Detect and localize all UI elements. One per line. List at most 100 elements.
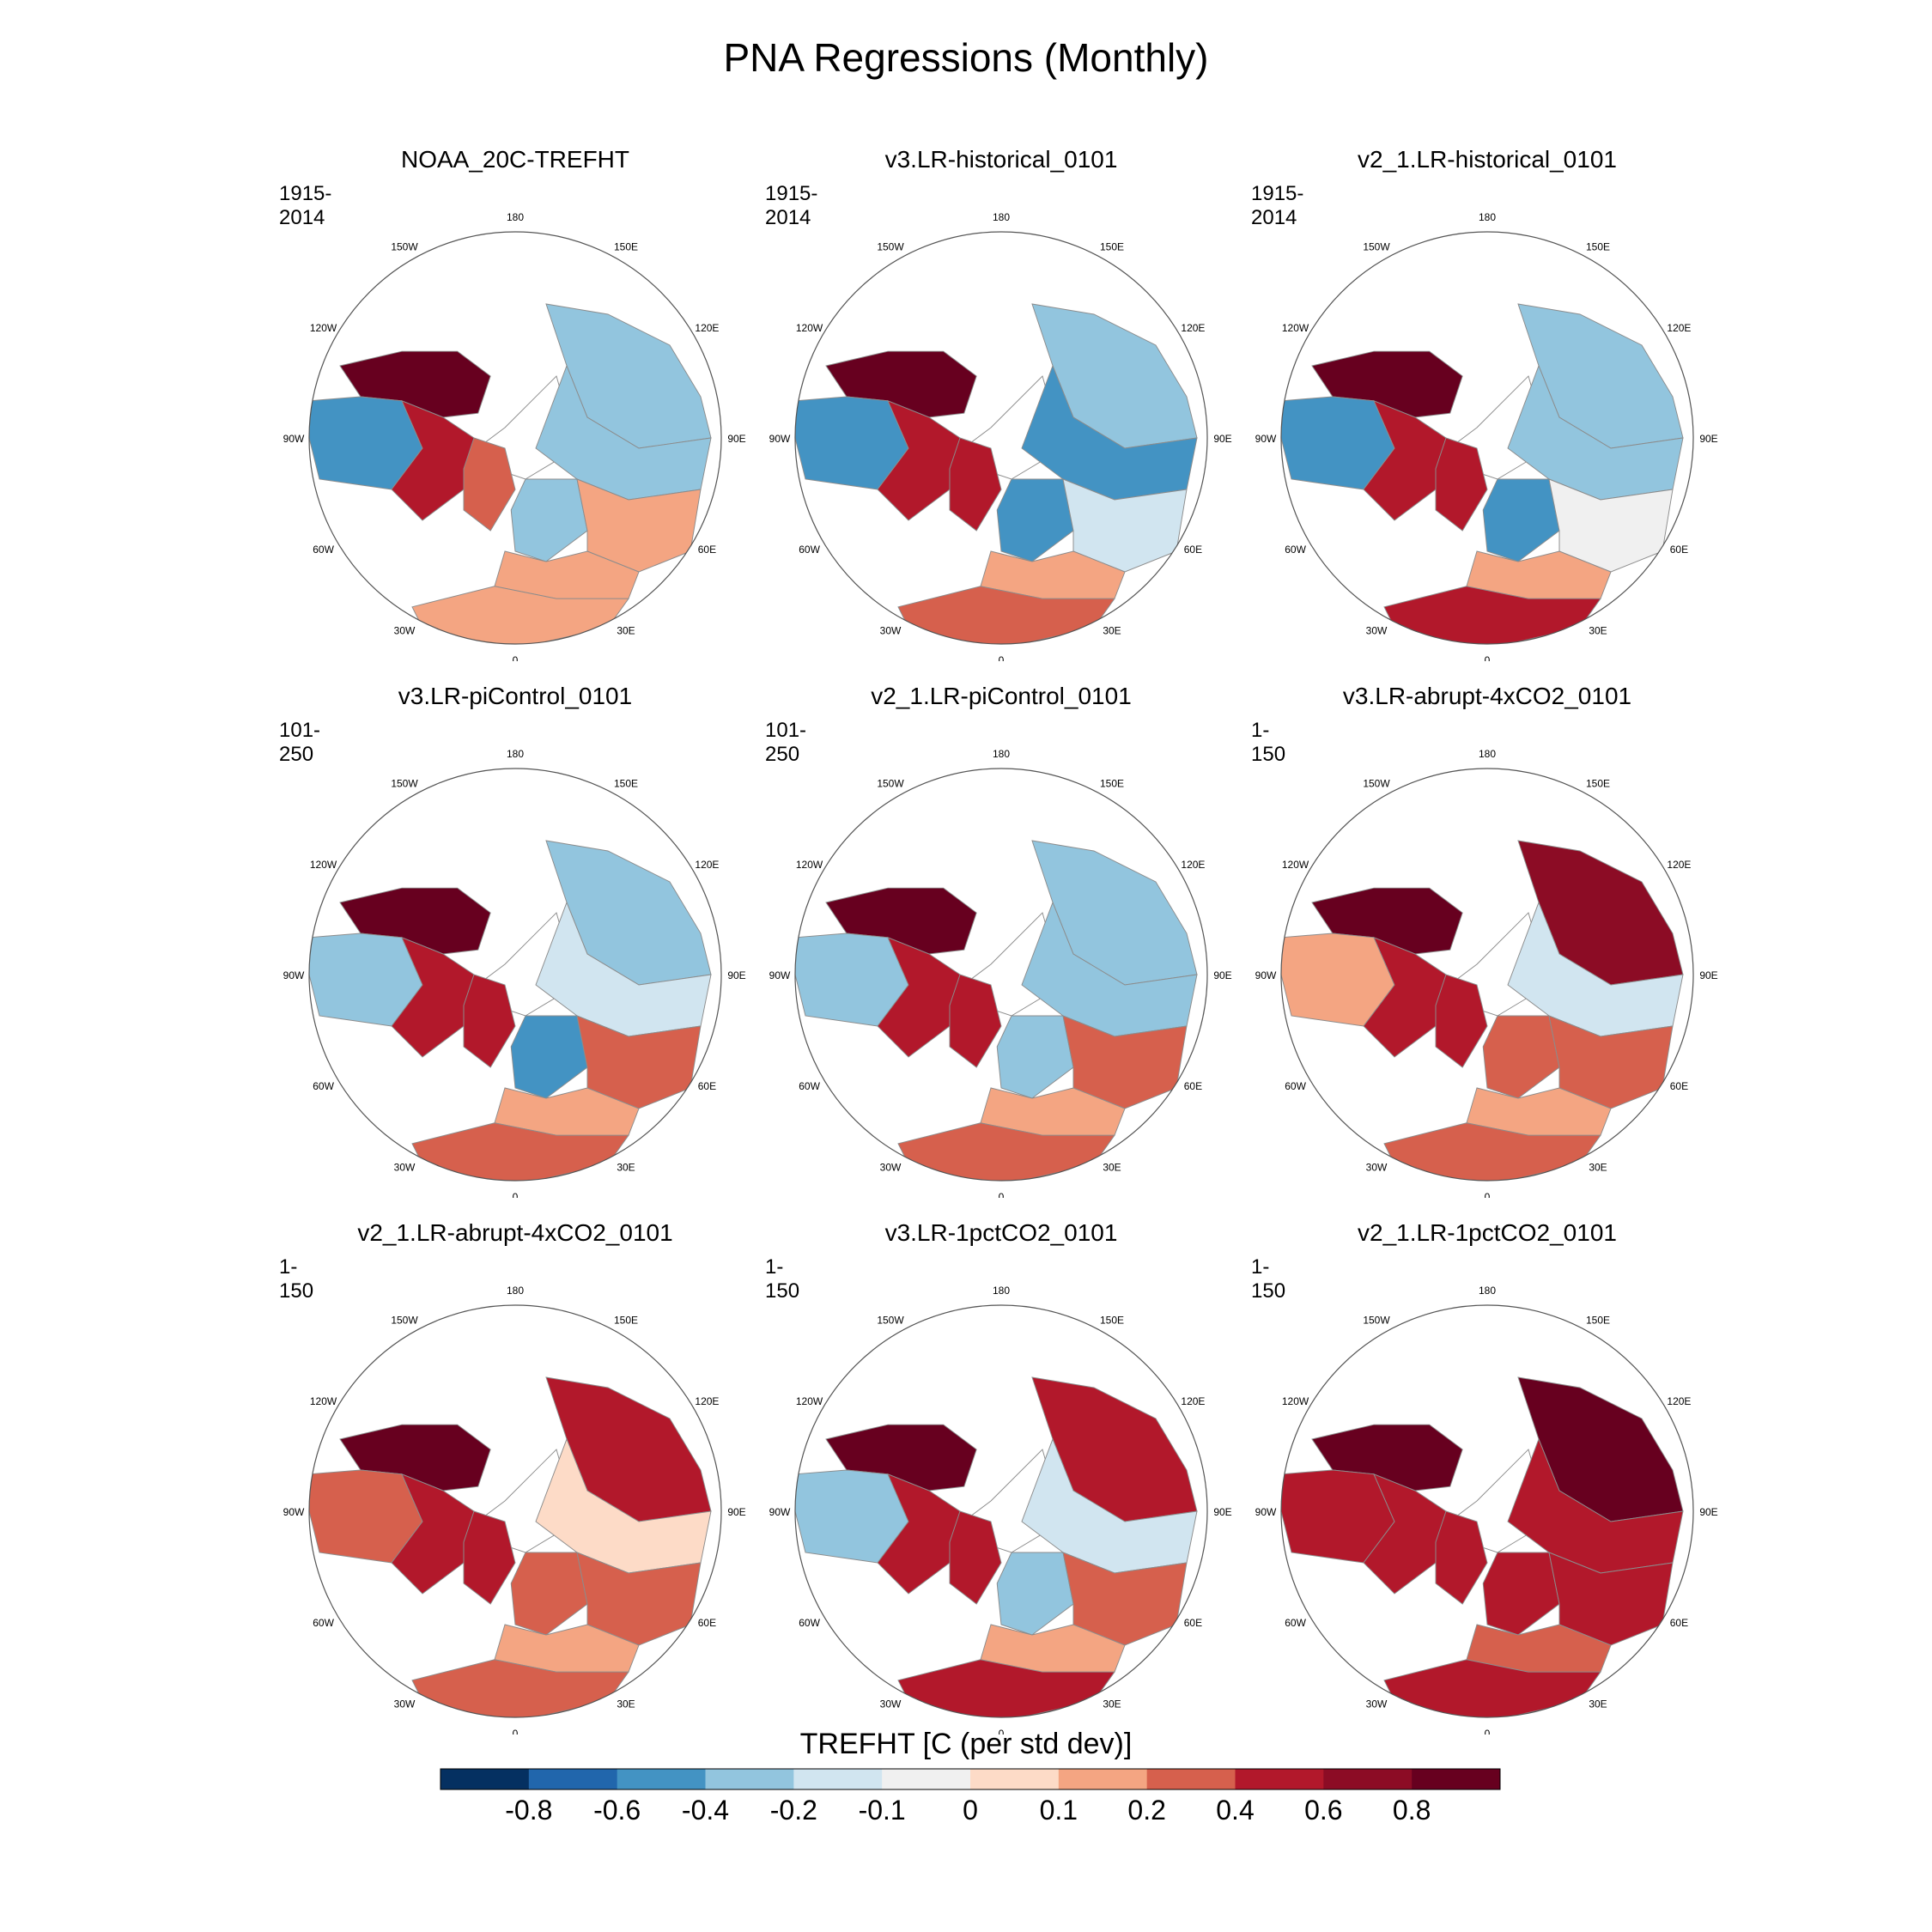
longitude-label: 60W (799, 1080, 820, 1092)
significance-stipple-scandinavia (1483, 479, 1559, 562)
longitude-label: 60W (799, 544, 820, 556)
longitude-label: 30E (1103, 1161, 1121, 1173)
longitude-label: 90E (727, 969, 745, 981)
significance-stipple-scandinavia (997, 1016, 1073, 1098)
longitude-label: 30E (617, 1698, 635, 1710)
longitude-label: 30E (1103, 624, 1121, 636)
significance-stipple-canada_east (392, 1473, 474, 1594)
longitude-label: 60E (1184, 1617, 1202, 1629)
longitude-label: 60W (1285, 1617, 1306, 1629)
panel-period: 1-150 (1251, 1255, 1286, 1303)
longitude-label: 150W (1363, 1315, 1390, 1327)
longitude-label: 0 (513, 1728, 519, 1735)
longitude-label: 0 (1485, 1191, 1491, 1198)
colorbar-tick-label: 0.8 (1392, 1795, 1431, 1826)
longitude-label: 0 (999, 1191, 1005, 1198)
panel-title: v2_1.LR-piControl_0101 (871, 683, 1132, 709)
panel-title: v3.LR-1pctCO2_0101 (884, 1219, 1118, 1246)
longitude-label: 30E (1589, 1698, 1607, 1710)
colorbar-swatch (617, 1769, 706, 1789)
colorbar-tick-label: -0.6 (593, 1795, 641, 1826)
longitude-label: 60E (1670, 544, 1688, 556)
longitude-label: 60W (1285, 544, 1306, 556)
colorbar-swatch (1146, 1769, 1236, 1789)
significance-stipple-greenland (464, 975, 515, 1067)
map-boundary (308, 768, 722, 1182)
significance-stipple-canada_east (1364, 400, 1446, 520)
longitude-label: 150E (1586, 1315, 1610, 1327)
colorbar-tick-label: 0 (963, 1795, 978, 1826)
significance-stipple-russia (1063, 1016, 1187, 1109)
longitude-label: 30W (394, 1161, 416, 1173)
longitude-label: 90E (727, 433, 745, 445)
significance-stipple-scandinavia (511, 1552, 587, 1635)
longitude-label: 90W (1255, 1506, 1277, 1518)
significance-stipple-siberia_west (1022, 366, 1197, 500)
longitude-label: 90E (1699, 1506, 1717, 1518)
longitude-label: 30W (394, 624, 416, 636)
panel-title: v3.LR-abrupt-4xCO2_0101 (1342, 683, 1632, 709)
longitude-label: 30W (1366, 1161, 1388, 1173)
significance-stipple-greenland (464, 438, 515, 531)
panel-period: 1915-2014 (1251, 182, 1304, 229)
longitude-label: 120E (1667, 859, 1691, 871)
panel-title: v3.LR-historical_0101 (884, 146, 1118, 173)
significance-stipple-greenland (1436, 1511, 1487, 1604)
significance-stipple-siberia_west (1022, 902, 1197, 1036)
significance-stipple-alaska (826, 888, 977, 954)
map-boundary (308, 231, 722, 645)
longitude-label: 180 (507, 748, 524, 760)
significance-stipple-canada_east (1364, 937, 1446, 1057)
longitude-label: 30E (1103, 1698, 1121, 1710)
longitude-label: 180 (1479, 1285, 1496, 1297)
colorbar-tick-label: 0.1 (1039, 1795, 1078, 1826)
significance-stipple-africa_north (898, 1122, 1115, 1181)
significance-stipple-canada_west (795, 1470, 908, 1563)
significance-stipple-scandinavia (1483, 1016, 1559, 1098)
significance-stipple-canada_east (878, 937, 960, 1057)
significance-stipple-canada_west (309, 933, 422, 1026)
significance-stipple-greenland (464, 1511, 515, 1604)
longitude-label: 120E (1181, 859, 1205, 871)
longitude-label: 150W (391, 1315, 418, 1327)
significance-stipple-siberia_east (546, 304, 711, 448)
longitude-label: 90E (1213, 433, 1231, 445)
longitude-label: 120E (695, 1395, 719, 1407)
significance-stipple-scandinavia (511, 479, 587, 562)
longitude-label: 90W (769, 1506, 791, 1518)
polar-map: 180 150E 120E 90E 60E 30E 0 30W 60W 90W 120W 150W (283, 211, 746, 661)
significance-stipple-canada_west (1281, 1470, 1394, 1563)
significance-stipple-alaska (340, 351, 491, 417)
colorbar-swatch (1235, 1769, 1324, 1789)
colorbar-swatch (882, 1769, 971, 1789)
colorbar-swatch (1323, 1769, 1413, 1789)
panel-period: 1-150 (279, 1255, 314, 1303)
longitude-label: 90E (1699, 433, 1717, 445)
significance-stipple-africa_north (898, 586, 1115, 644)
longitude-label: 120W (310, 322, 337, 334)
significance-stipple-siberia_west (536, 902, 711, 1036)
longitude-label: 30W (880, 1698, 902, 1710)
longitude-label: 150E (1100, 778, 1124, 790)
significance-stipple-africa_north (412, 1659, 629, 1717)
longitude-label: 0 (1485, 1728, 1491, 1735)
longitude-label: 30E (617, 624, 635, 636)
map-boundary (308, 1304, 722, 1718)
figure-title: PNA Regressions (Monthly) (723, 35, 1209, 80)
panel-period: 101-250 (279, 719, 321, 766)
longitude-label: 90W (283, 433, 305, 445)
significance-stipple-canada_east (1364, 1473, 1446, 1594)
longitude-label: 150W (391, 241, 418, 253)
longitude-label: 90E (727, 1506, 745, 1518)
significance-stipple-alaska (826, 351, 977, 417)
colorbar-tick-label: -0.1 (858, 1795, 906, 1826)
longitude-label: 150E (1586, 778, 1610, 790)
longitude-label: 30E (1589, 624, 1607, 636)
significance-stipple-alaska (340, 1425, 491, 1491)
longitude-label: 90W (1255, 433, 1277, 445)
colorbar-swatch (528, 1769, 618, 1789)
map-boundary (794, 768, 1208, 1182)
polar-map: 180 150E 120E 90E 60E 30E 0 30W 60W 90W 120W 150W (283, 748, 746, 1198)
longitude-label: 150E (1100, 1315, 1124, 1327)
longitude-label: 150W (877, 778, 904, 790)
